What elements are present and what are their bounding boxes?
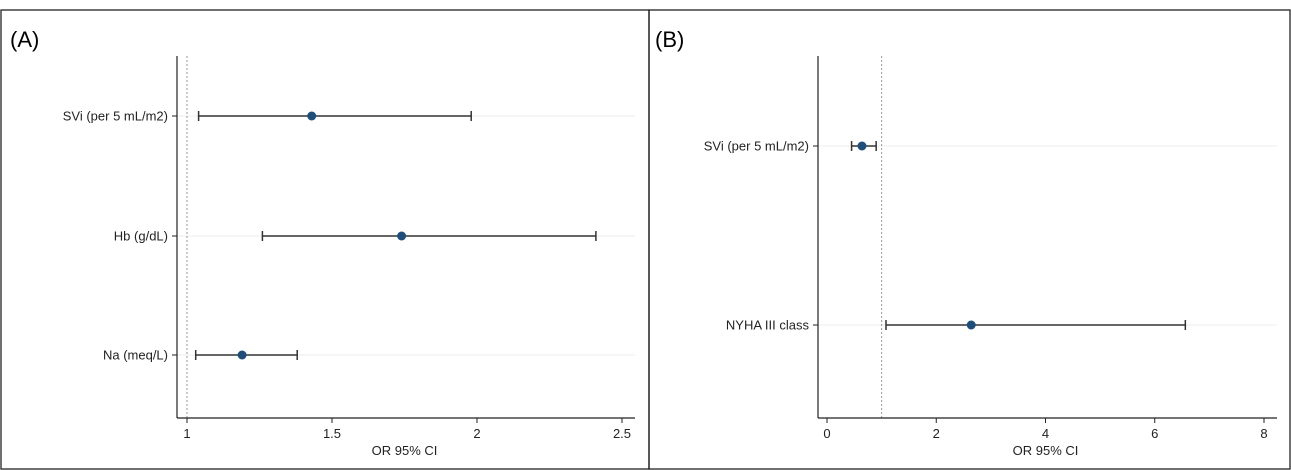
panel-b-point-2 bbox=[966, 320, 976, 330]
panel-a-x-tick-label-1: 1 bbox=[183, 426, 190, 441]
panel-b-label: (B) bbox=[655, 27, 684, 52]
panel-a-x-tick-label-2: 1.5 bbox=[323, 426, 341, 441]
panel-a-label: (A) bbox=[10, 27, 39, 52]
panel-b-x-tick-label-2: 2 bbox=[933, 426, 940, 441]
panel-b-x-tick-label-1: 0 bbox=[823, 426, 830, 441]
panel-b-frame bbox=[648, 9, 1291, 470]
panel-b-row-label-2: NYHA III class bbox=[726, 318, 810, 333]
panel-b-row-label-1: SVi (per 5 mL/m2) bbox=[704, 139, 809, 154]
panel-a-x-axis-title: OR 95% CI bbox=[372, 443, 438, 458]
panel-b-x-tick-label-4: 6 bbox=[1151, 426, 1158, 441]
panel-b: (B) 0 2 4 6 8 OR 95% CI SVi (per 5 mL/m2) NYHA I… bbox=[655, 27, 1277, 458]
panel-a-row-label-2: Hb (g/dL) bbox=[114, 229, 168, 244]
panel-a-point-1 bbox=[307, 111, 317, 121]
panel-b-point-1 bbox=[857, 141, 867, 151]
panel-a-x-tick-label-3: 2 bbox=[473, 426, 480, 441]
panel-b-x-axis-title: OR 95% CI bbox=[1013, 443, 1079, 458]
panel-b-x-tick-label-5: 8 bbox=[1260, 426, 1267, 441]
panel-a-point-3 bbox=[237, 350, 247, 360]
panel-a-point-2 bbox=[397, 231, 407, 241]
panel-a-x-tick-label-4: 2.5 bbox=[613, 426, 631, 441]
panel-a-row-label-1: SVi (per 5 mL/m2) bbox=[63, 109, 168, 124]
panel-b-x-tick-label-3: 4 bbox=[1042, 426, 1049, 441]
panel-a-row-label-3: Na (meq/L) bbox=[103, 348, 168, 363]
panel-a: (A) 1 1.5 2 2.5 OR 95% CI SVi (per 5 mL/m2) Hb … bbox=[10, 27, 635, 458]
